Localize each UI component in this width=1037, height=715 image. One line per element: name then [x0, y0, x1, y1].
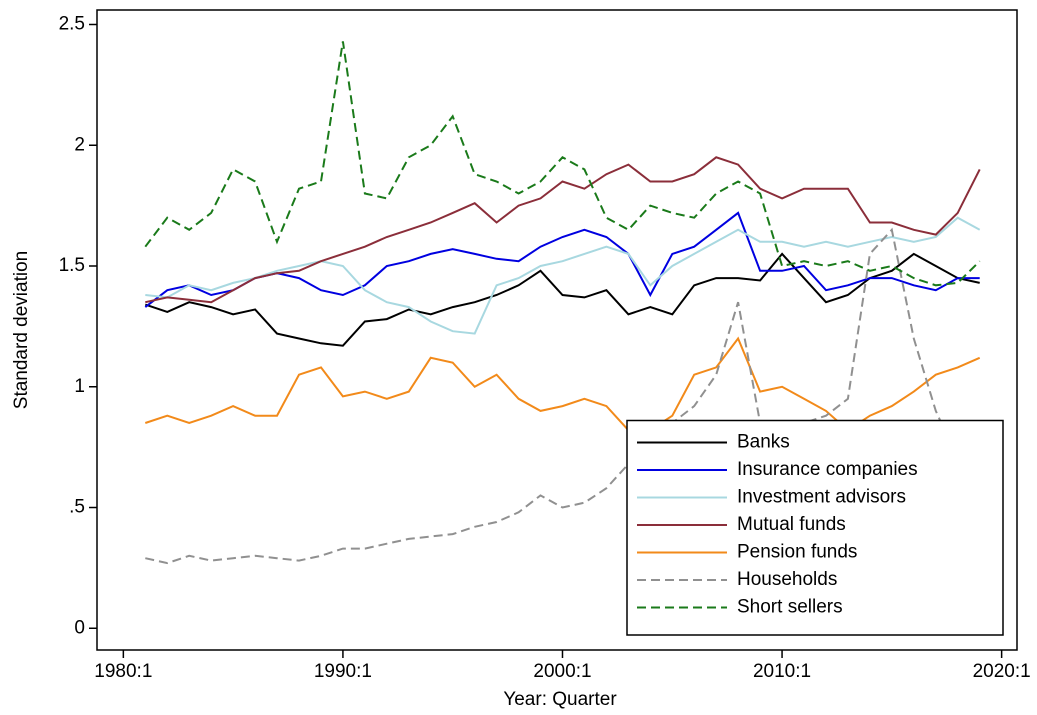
x-tick-label: 1980:1	[94, 661, 152, 682]
y-tick-label: .5	[69, 497, 85, 518]
plot-frame	[96, 9, 1018, 651]
series-line	[144, 336, 981, 432]
legend-label: Insurance companies	[737, 459, 918, 480]
x-tick-label: 2000:1	[533, 661, 591, 682]
series-line	[145, 227, 981, 565]
x-axis-label: Year: Quarter	[503, 689, 617, 710]
legend-label: Pension funds	[737, 542, 857, 563]
series-line	[144, 211, 980, 308]
series-line	[145, 216, 981, 335]
legend-box	[626, 419, 1004, 636]
legend-label: Investment advisors	[737, 487, 906, 508]
legend-label: Short sellers	[737, 597, 843, 618]
y-tick-label: 1.5	[59, 255, 85, 276]
series-line	[145, 156, 981, 304]
y-tick-label: 2.5	[59, 14, 85, 35]
legend-label: Banks	[737, 432, 790, 453]
legend-label: Households	[737, 569, 837, 590]
series-line	[144, 41, 981, 287]
y-tick-label: 1	[74, 376, 85, 397]
y-tick-label: 2	[74, 134, 85, 155]
x-tick-label: 1990:1	[314, 661, 372, 682]
x-tick-label: 2020:1	[973, 661, 1031, 682]
y-axis-label: Standard deviation	[11, 251, 32, 409]
x-tick-label: 2010:1	[753, 661, 811, 682]
series-line	[144, 252, 980, 347]
legend-label: Mutual funds	[737, 514, 846, 535]
y-tick-label: 0	[74, 617, 85, 638]
